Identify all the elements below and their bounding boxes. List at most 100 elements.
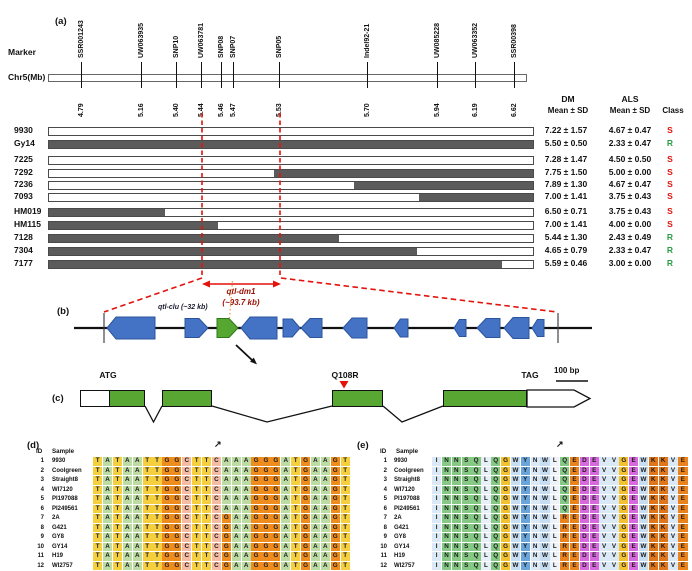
haplotype-segment-7292-1 — [274, 170, 533, 177]
e-sample-name-GY14: GY14 — [394, 543, 410, 550]
haplotype-segment-9930-0 — [49, 128, 533, 135]
e-cell: V — [668, 561, 678, 571]
e-cell: V — [668, 457, 678, 466]
e-cell: V — [668, 466, 678, 476]
d-cell: A — [132, 495, 142, 504]
e-cell: N — [530, 542, 540, 552]
e-cell: N — [530, 552, 540, 561]
d-cell: T — [192, 476, 202, 485]
e-cell: W — [540, 485, 550, 495]
e-cell: W — [638, 485, 649, 495]
e-cell: D — [579, 514, 589, 523]
intron2-line — [211, 405, 333, 423]
d-cell: G — [261, 533, 271, 542]
e-cell: Y — [520, 533, 530, 542]
e-cell: E — [678, 523, 688, 533]
d-cell: G — [330, 561, 340, 571]
d-cell: T — [192, 466, 202, 476]
exon3-box — [332, 390, 383, 407]
d-cell: T — [201, 476, 212, 485]
d-cell: A — [320, 466, 330, 476]
dm-meansd-header: Mean ± SD — [547, 106, 589, 115]
line-label-7292: 7292 — [14, 167, 33, 177]
d-cell: T — [291, 476, 301, 485]
d-cell: T — [340, 561, 350, 571]
d-cell: C — [182, 561, 192, 571]
d-cell: A — [310, 561, 321, 571]
gene-arrow-0 — [106, 316, 156, 340]
d-cell: A — [122, 476, 132, 485]
d-cell: T — [340, 552, 350, 561]
d-cell: T — [291, 533, 301, 542]
e-row-id-1: 1 — [383, 458, 387, 464]
e-cell: V — [599, 514, 609, 523]
d-cell: T — [291, 514, 301, 523]
e-row-id-6: 6 — [383, 505, 387, 512]
d-cell: A — [132, 523, 142, 533]
e-cell: L — [550, 552, 560, 561]
d-cell: A — [132, 542, 142, 552]
e-cell: W — [638, 476, 649, 485]
exon1-box — [80, 390, 145, 407]
d-cell: G — [221, 561, 231, 571]
candidate-gene-pointer-arrow — [235, 344, 253, 361]
d-cell: G — [172, 504, 182, 514]
e-cell: S — [461, 552, 471, 561]
d-cell: T — [152, 514, 162, 523]
gene-arrow-4 — [282, 318, 301, 338]
e-cell: D — [579, 542, 589, 552]
d-cell: A — [231, 495, 241, 504]
e-cell: Y — [520, 466, 530, 476]
scale-bar-label: 100 bp — [554, 366, 580, 375]
panel-b-label: (b) — [57, 306, 70, 317]
d-cell: A — [241, 495, 251, 504]
d-cell: G — [172, 466, 182, 476]
e-cell: W — [638, 533, 649, 542]
qtl-dm1-size: (~93.7 kb) — [222, 298, 260, 307]
e-cell: W — [540, 542, 550, 552]
e-cell: L — [481, 495, 491, 504]
e-cell: E — [678, 504, 688, 514]
class-value-7304: R — [666, 245, 674, 255]
d-cell: A — [310, 533, 321, 542]
marker-tick-SNP05 — [279, 62, 280, 88]
als-value-7093: 3.75 ± 0.43 — [608, 191, 652, 201]
gene-arrow-9 — [476, 318, 501, 338]
d-cell: A — [281, 561, 291, 571]
d-cell: G — [261, 504, 271, 514]
d-cell: A — [281, 466, 291, 476]
e-cell: E — [629, 542, 639, 552]
e-cell: I — [432, 552, 442, 561]
haplotype-segment-HM019-1 — [165, 209, 533, 216]
e-cell: N — [441, 552, 452, 561]
d-cell: G — [300, 542, 311, 552]
e-row-id-10: 10 — [380, 543, 387, 550]
e-cell: S — [461, 495, 471, 504]
d-cell: A — [231, 457, 241, 466]
e-cell: V — [599, 561, 609, 571]
e-cell: E — [678, 542, 688, 552]
e-cell: V — [599, 476, 609, 485]
d-row-id-2: 2 — [40, 467, 44, 474]
d-cell: T — [152, 523, 162, 533]
d-cell: T — [340, 504, 350, 514]
d-cell: T — [192, 495, 202, 504]
d-cell: A — [102, 514, 113, 523]
marker-tick-SSR001243 — [81, 62, 82, 88]
e-cell: K — [658, 457, 668, 466]
chromosome-axis-label: Chr5(Mb) — [8, 72, 46, 82]
qtl-clu-label: qtl-clu (~32 kb) — [158, 304, 208, 311]
e-cell: E — [569, 561, 580, 571]
e-cell: Y — [520, 523, 530, 533]
d-cell: T — [142, 495, 152, 504]
e-cell: K — [648, 504, 658, 514]
e-cell: E — [569, 495, 580, 504]
e-cell: E — [629, 533, 639, 542]
line-label-9930: 9930 — [14, 125, 33, 135]
d-cell: T — [201, 466, 212, 476]
als-value-7236: 4.67 ± 0.47 — [608, 179, 652, 189]
e-sample-name-PI249561: PI249561 — [394, 505, 420, 512]
d-cell: T — [340, 523, 350, 533]
d-cell: G — [300, 533, 311, 542]
haplotype-bar-HM019 — [48, 208, 534, 217]
